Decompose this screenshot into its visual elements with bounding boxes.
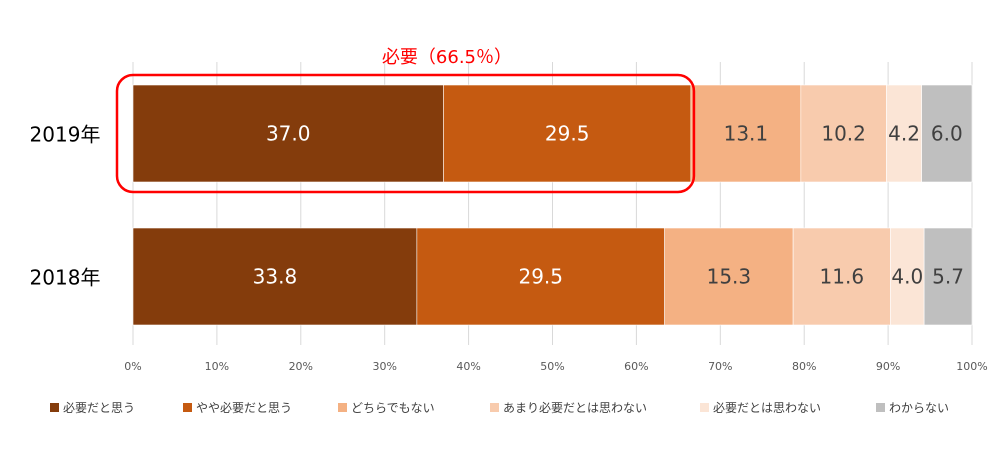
- category-label: 2019年: [30, 123, 101, 147]
- category-label: 2018年: [30, 266, 101, 290]
- legend-swatch: [876, 403, 885, 412]
- x-tick-label: 100%: [956, 360, 987, 373]
- legend-swatch: [338, 403, 347, 412]
- annotation-label: 必要（66.5％）: [382, 47, 512, 68]
- legend-label: あまり必要だとは思わない: [503, 401, 647, 415]
- legend-label: やや必要だと思う: [196, 401, 292, 415]
- legend-label: 必要だとは思わない: [713, 401, 821, 415]
- x-tick-label: 10%: [205, 360, 229, 373]
- data-label: 29.5: [518, 265, 563, 289]
- x-tick-label: 60%: [624, 360, 648, 373]
- data-label: 29.5: [545, 122, 590, 146]
- x-axis-tick-labels: 0% 10% 20% 30% 40% 50% 60% 70% 80% 90% 100%: [124, 360, 987, 373]
- bar-segment: [923, 227, 973, 326]
- bar-segment: [921, 84, 973, 183]
- data-label: 4.2: [888, 122, 920, 146]
- chart-bars: 37.0 29.5 13.1 10.2 4.2 6.0 33.8 29.5 15.3 11.6 4.…: [132, 84, 973, 326]
- bar-segment: [792, 227, 891, 326]
- data-label: 5.7: [932, 265, 964, 289]
- data-label: 10.2: [821, 122, 866, 146]
- bar-segment: [132, 227, 418, 326]
- data-label: 37.0: [266, 122, 311, 146]
- category-axis-labels: 2019年 2018年: [30, 123, 101, 290]
- highlight-box: [115, 73, 696, 194]
- data-label: 6.0: [931, 122, 963, 146]
- bar-segment: [890, 227, 925, 326]
- legend-label: 必要だと思う: [63, 401, 135, 415]
- bar-segment: [690, 84, 802, 183]
- x-tick-label: 90%: [876, 360, 900, 373]
- annotation-group: 必要（66.5％）: [115, 47, 696, 194]
- legend-swatch: [700, 403, 709, 412]
- data-label: 15.3: [707, 265, 752, 289]
- legend-label: どちらでもない: [351, 401, 435, 415]
- x-tick-label: 70%: [708, 360, 732, 373]
- bar-segment: [886, 84, 922, 183]
- x-tick-label: 50%: [540, 360, 564, 373]
- bar-segment: [132, 84, 444, 183]
- x-tick-label: 40%: [456, 360, 480, 373]
- x-tick-label: 80%: [792, 360, 816, 373]
- x-tick-label: 20%: [289, 360, 313, 373]
- chart-legend: 必要だと思う やや必要だと思う どちらでもない あまり必要だとは思わない 必要だとは思わ…: [50, 401, 949, 415]
- data-label: 13.1: [724, 122, 769, 146]
- data-label: 33.8: [253, 265, 298, 289]
- x-tick-label: 0%: [124, 360, 141, 373]
- legend-label: わからない: [889, 401, 949, 415]
- data-label: 11.6: [820, 265, 865, 289]
- legend-swatch: [183, 403, 192, 412]
- data-label: 4.0: [891, 265, 923, 289]
- legend-swatch: [50, 403, 59, 412]
- bar-segment: [664, 227, 794, 326]
- bar-segment: [800, 84, 887, 183]
- legend-swatch: [490, 403, 499, 412]
- x-tick-label: 30%: [372, 360, 396, 373]
- bar-segment: [416, 227, 665, 326]
